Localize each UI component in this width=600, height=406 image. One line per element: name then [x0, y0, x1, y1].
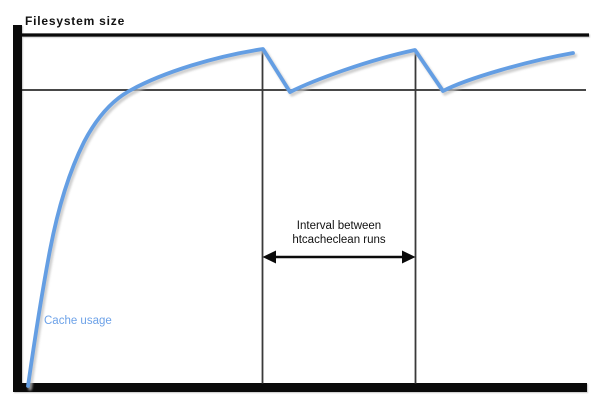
interval-arrow	[262, 250, 416, 264]
cache-usage-curve-shadow	[28, 49, 577, 391]
interval-label-line1: Interval between	[296, 220, 382, 232]
cache-usage-curve	[26, 47, 575, 388]
interval-arrow-left-head-icon	[262, 250, 276, 264]
axes-group	[13, 25, 589, 392]
interval-label: Interval between htcacheclean runs	[252, 219, 426, 247]
filesystem-size-label: Filesystem size	[25, 14, 126, 28]
cache-usage-label: Cache usage	[44, 315, 112, 327]
interval-label-line2: htcacheclean runs	[292, 234, 386, 246]
interval-arrow-right-head-icon	[402, 250, 416, 264]
